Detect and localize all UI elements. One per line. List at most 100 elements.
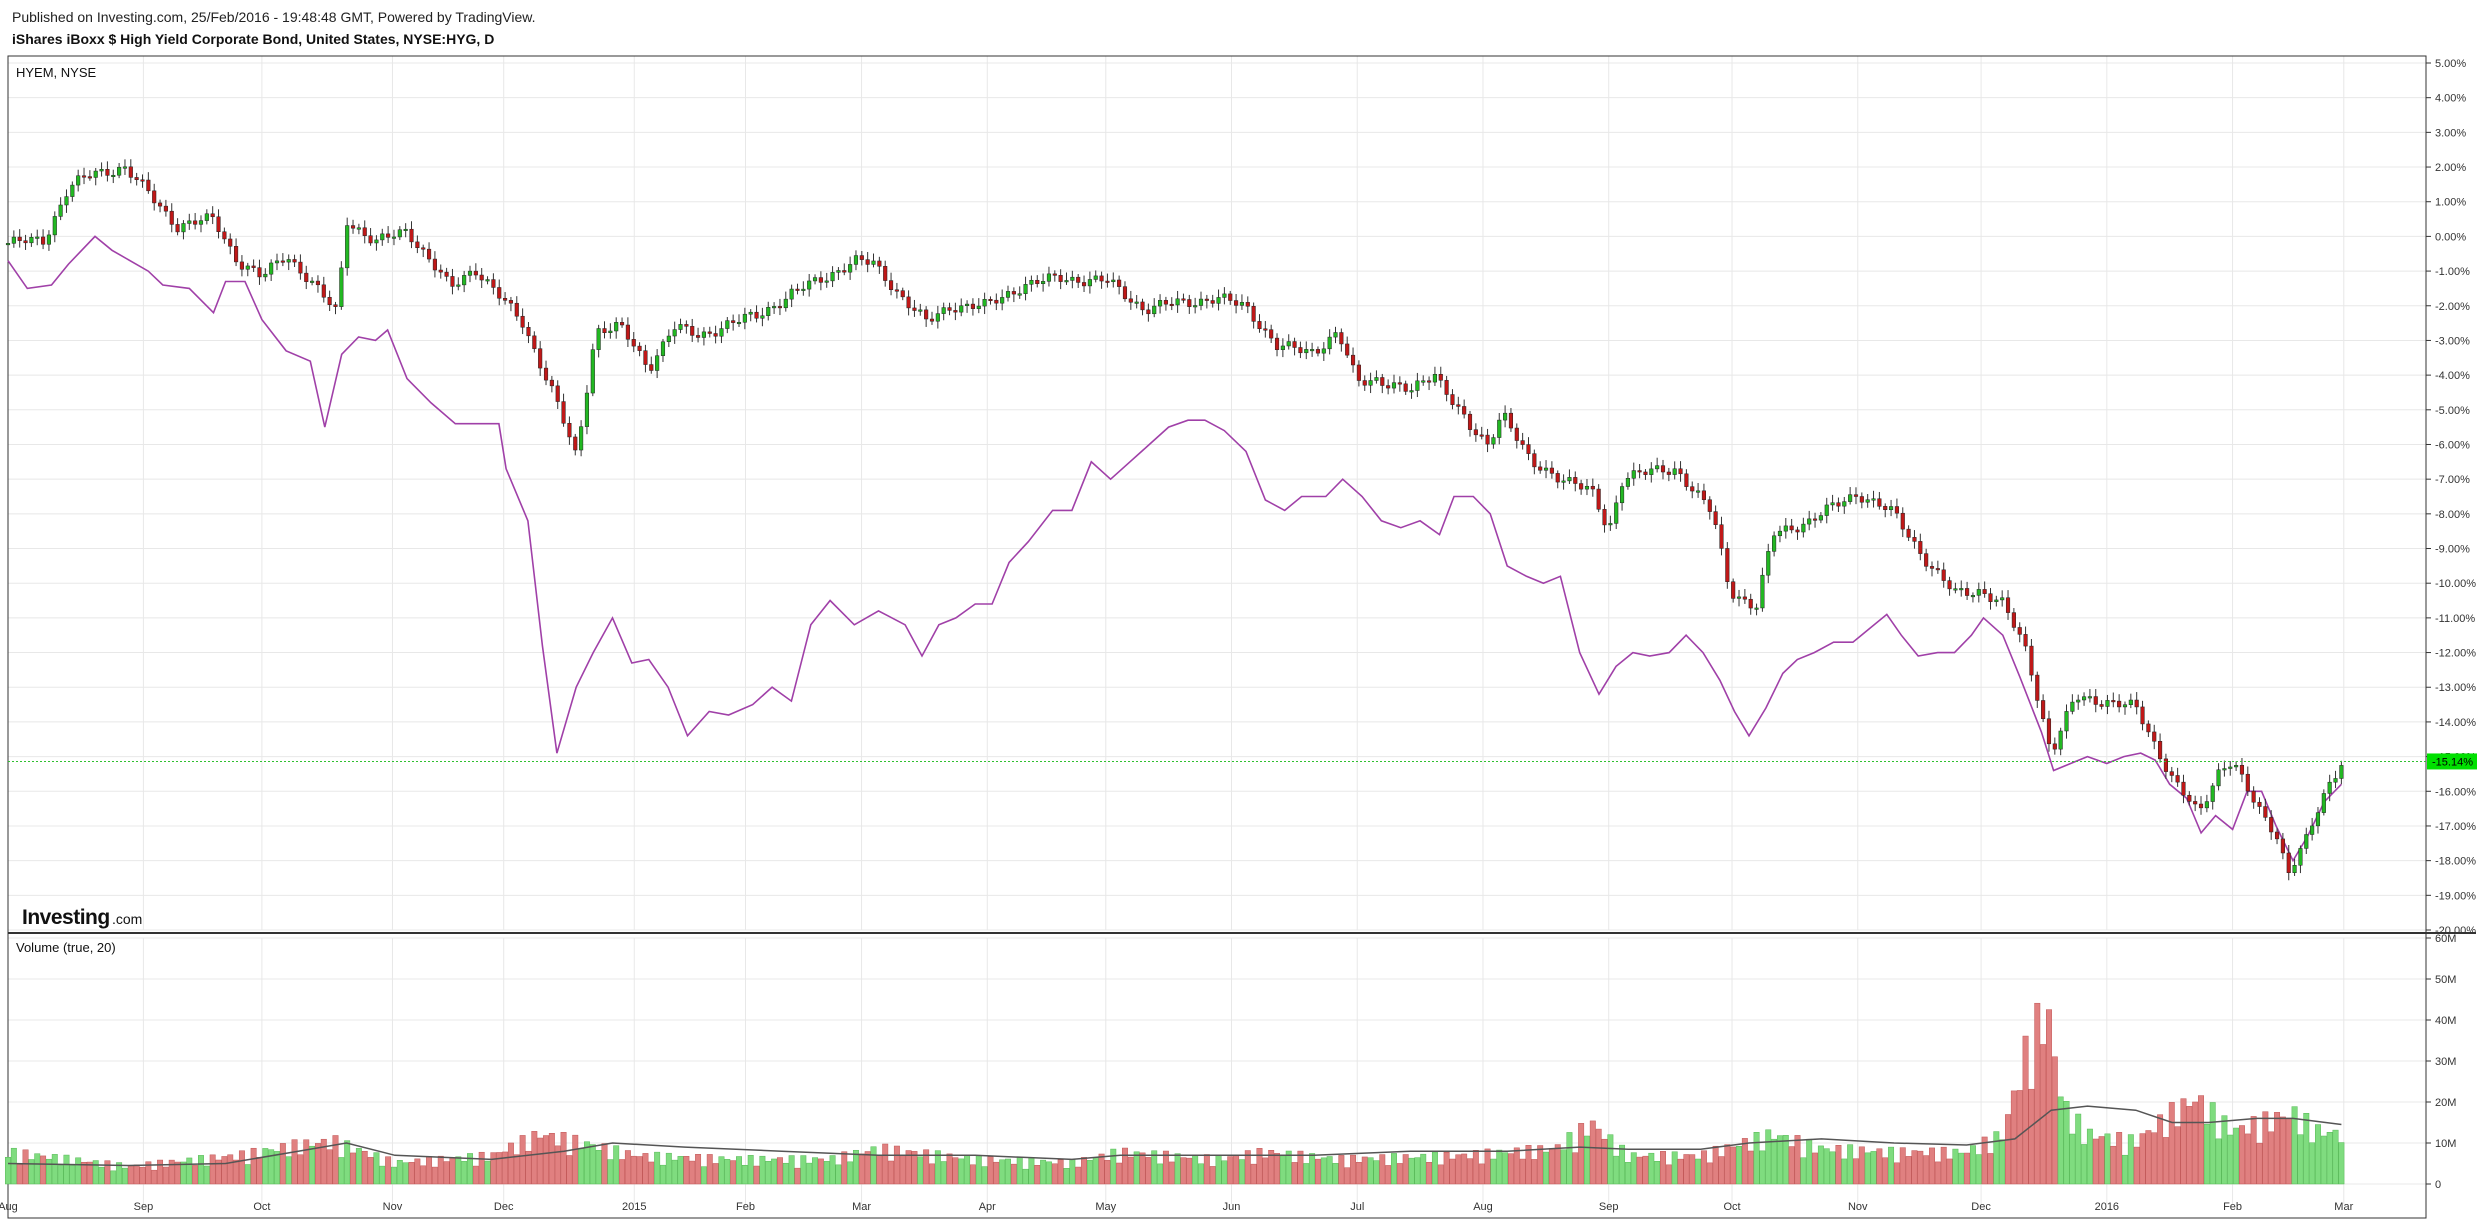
candle: [660, 338, 666, 362]
candle-body: [1397, 382, 1402, 385]
candle-body: [924, 309, 929, 320]
candle: [2315, 807, 2321, 834]
candle-body: [23, 240, 28, 244]
candle-body: [532, 335, 537, 349]
hyg-candlesticks[interactable]: [5, 159, 2344, 881]
candle: [1315, 346, 1321, 357]
candle: [1789, 518, 1794, 534]
volume-bar: [1502, 1152, 1509, 1185]
candle: [1187, 294, 1192, 314]
candle: [918, 303, 923, 316]
volume-bar: [765, 1160, 772, 1185]
volume-bar: [1683, 1154, 1690, 1185]
volume-bar: [338, 1157, 345, 1185]
volume-bar: [326, 1149, 333, 1185]
candle: [1327, 329, 1332, 355]
hyem-compare-line[interactable]: [7, 235, 2342, 863]
candle-body: [1105, 280, 1110, 283]
candle: [1444, 375, 1449, 402]
candle-body: [1906, 528, 1911, 538]
volume-bar: [198, 1155, 204, 1185]
volume-tick-label: 20M: [2435, 1097, 2456, 1109]
candle-body: [2298, 848, 2303, 866]
candle-body: [2064, 711, 2069, 732]
volume-bar: [104, 1160, 111, 1185]
candle-body: [41, 236, 46, 245]
candle-body: [2005, 597, 2011, 613]
candle: [1485, 428, 1490, 453]
candle: [2046, 710, 2052, 752]
candle-body: [304, 272, 309, 282]
volume-bar: [1437, 1164, 1444, 1185]
candle: [58, 197, 63, 221]
candle: [1725, 542, 1730, 589]
candle-body: [46, 234, 51, 245]
volume-bar: [2022, 1035, 2029, 1185]
candle: [2274, 828, 2280, 845]
candle: [1421, 375, 1426, 386]
price-tick-label: -7.00%: [2435, 474, 2470, 486]
volume-bar: [1630, 1152, 1637, 1185]
volume-bar: [519, 1135, 526, 1185]
candle-body: [1216, 297, 1221, 304]
candle: [1637, 463, 1642, 479]
volume-bar: [1911, 1150, 1918, 1185]
candle: [1906, 525, 1911, 542]
volume-bar: [1864, 1152, 1871, 1185]
volume-bar: [1665, 1164, 1672, 1185]
candle: [52, 211, 57, 243]
candle: [2158, 733, 2163, 763]
candle-body: [105, 169, 110, 176]
volume-bar: [1484, 1148, 1491, 1185]
volume-bar: [1566, 1132, 1573, 1185]
candle: [777, 298, 783, 316]
candle-body: [473, 270, 478, 276]
volume-bar: [1010, 1163, 1017, 1185]
candle-body: [35, 236, 40, 239]
candle: [1561, 474, 1566, 490]
volume-bar: [1174, 1153, 1181, 1185]
price-tick-label: 4.00%: [2435, 93, 2466, 105]
candle-body: [941, 307, 946, 314]
volume-bar: [911, 1151, 918, 1185]
candle: [122, 159, 128, 175]
candle: [1929, 561, 1935, 577]
volume-bar: [320, 1138, 327, 1185]
candle: [643, 344, 648, 373]
candle-body: [1134, 301, 1139, 304]
candle: [1198, 291, 1204, 311]
candle: [1391, 374, 1397, 394]
volume-bar: [923, 1149, 930, 1185]
candle-body: [1169, 303, 1174, 306]
candle: [368, 228, 373, 246]
candle-body: [245, 265, 250, 270]
volume-bar: [75, 1157, 82, 1185]
candle: [1614, 495, 1619, 530]
volume-bar: [1168, 1161, 1175, 1185]
candle: [2000, 590, 2005, 607]
candle: [579, 420, 584, 457]
last-price-badge: [2427, 753, 2477, 770]
candle: [29, 233, 34, 247]
candle-body: [1497, 419, 1502, 438]
volume-bar: [1244, 1150, 1251, 1185]
volume-bar: [1279, 1155, 1286, 1185]
candle: [1976, 582, 1981, 603]
candle-body: [310, 280, 315, 283]
candle-body: [1912, 537, 1917, 542]
candle-body: [777, 306, 783, 309]
candle: [274, 253, 280, 271]
candle-body: [1263, 328, 1268, 331]
candle: [216, 209, 221, 239]
volume-bar: [999, 1159, 1006, 1185]
candle-body: [584, 392, 590, 427]
candle-body: [1567, 477, 1572, 482]
price-tick-label: -18.00%: [2435, 856, 2476, 868]
candle-body: [438, 269, 443, 273]
last-price-label: -15.14%: [2432, 756, 2473, 768]
volume-bar: [40, 1155, 47, 1185]
candle-body: [163, 205, 168, 212]
price-tick-label: -16.00%: [2435, 786, 2476, 798]
candle: [2327, 774, 2332, 802]
